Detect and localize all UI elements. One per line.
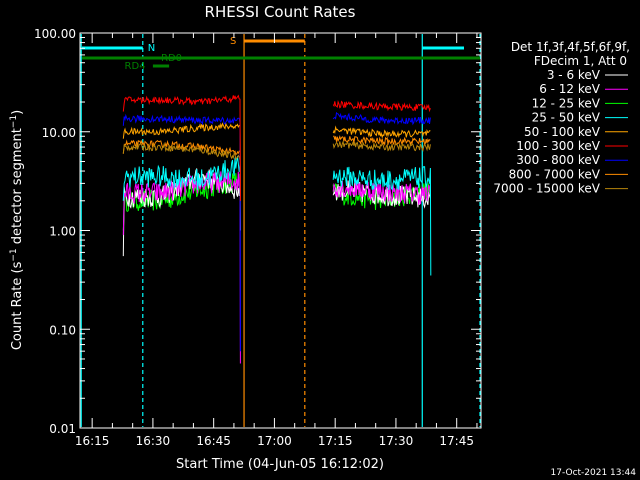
x-tick-label: 17:00: [257, 434, 292, 448]
legend-label: 25 - 50 keV: [532, 111, 601, 125]
chart-title: RHESSI Count Rates: [205, 3, 356, 21]
series-line-800to7000keV-segment-2: [333, 134, 431, 147]
series-line-25to50keV-segment-2: [332, 166, 432, 276]
legend-label: 300 - 800 keV: [516, 153, 600, 167]
x-tick-label: 17:45: [439, 434, 474, 448]
y-tick-label: 100.00: [34, 27, 76, 41]
series-line-50to100keV-segment-2: [332, 125, 431, 139]
legend-label: 6 - 12 keV: [539, 82, 601, 96]
y-tick-label: 10.00: [42, 126, 76, 140]
legend: Det 1f,3f,4f,5f,6f,9f, FDecim 1, Att 0 3…: [493, 40, 630, 196]
x-axis: 16:15 16:30 16:45 17:00 17:15 17:30 17:45: [75, 33, 478, 448]
label-n: N: [148, 43, 155, 54]
legend-label: 7000 - 15000 keV: [493, 182, 600, 196]
y-axis: 0.01 0.10 1.00 10.00 100.00: [34, 27, 481, 436]
legend-header-line-2: FDecim 1, Att 0: [534, 54, 627, 68]
series-line-7000to15000keV-segment-2: [332, 140, 431, 152]
label-s: S: [230, 36, 236, 47]
x-tick-label: 16:30: [136, 434, 171, 448]
label-rd0: RD0: [161, 53, 182, 64]
series-line-300to800keV-segment-2: [332, 111, 431, 126]
footer-date: 17-Oct-2021 13:44: [551, 468, 637, 478]
series-line-100to300keV-segment-2: [332, 99, 431, 113]
series-line-7000to15000keV: [122, 142, 241, 201]
series-line-25to50keV: [122, 156, 241, 201]
y-tick-label: 0.10: [49, 323, 76, 337]
legend-label: 800 - 7000 keV: [509, 167, 601, 181]
legend-label: 100 - 300 keV: [516, 139, 600, 153]
x-tick-label: 16:45: [196, 434, 231, 448]
legend-label: 12 - 25 keV: [532, 96, 601, 110]
x-tick-label: 16:15: [75, 434, 110, 448]
legend-label: 3 - 6 keV: [547, 68, 601, 82]
series-line-100to300keV: [122, 94, 241, 201]
plot-frame: [79, 32, 482, 429]
series-line-50to100keV: [122, 121, 241, 201]
x-tick-label: 17:15: [318, 434, 353, 448]
label-rd4: RD4: [125, 61, 146, 72]
legend-header-line-1: Det 1f,3f,4f,5f,6f,9f,: [511, 40, 630, 54]
plot-marks: N S RD4 RD0: [80, 34, 481, 427]
x-axis-label: Start Time (04-Jun-05 16:12:02): [176, 457, 384, 472]
legend-label: 50 - 100 keV: [524, 125, 601, 139]
y-tick-label: 0.01: [49, 422, 76, 436]
x-tick-label: 17:30: [379, 434, 414, 448]
y-tick-label: 1.00: [49, 225, 76, 239]
series-line-300to800keV: [122, 113, 241, 352]
y-axis-label: Count Rate (s−1 detector segment−1): [9, 110, 25, 350]
